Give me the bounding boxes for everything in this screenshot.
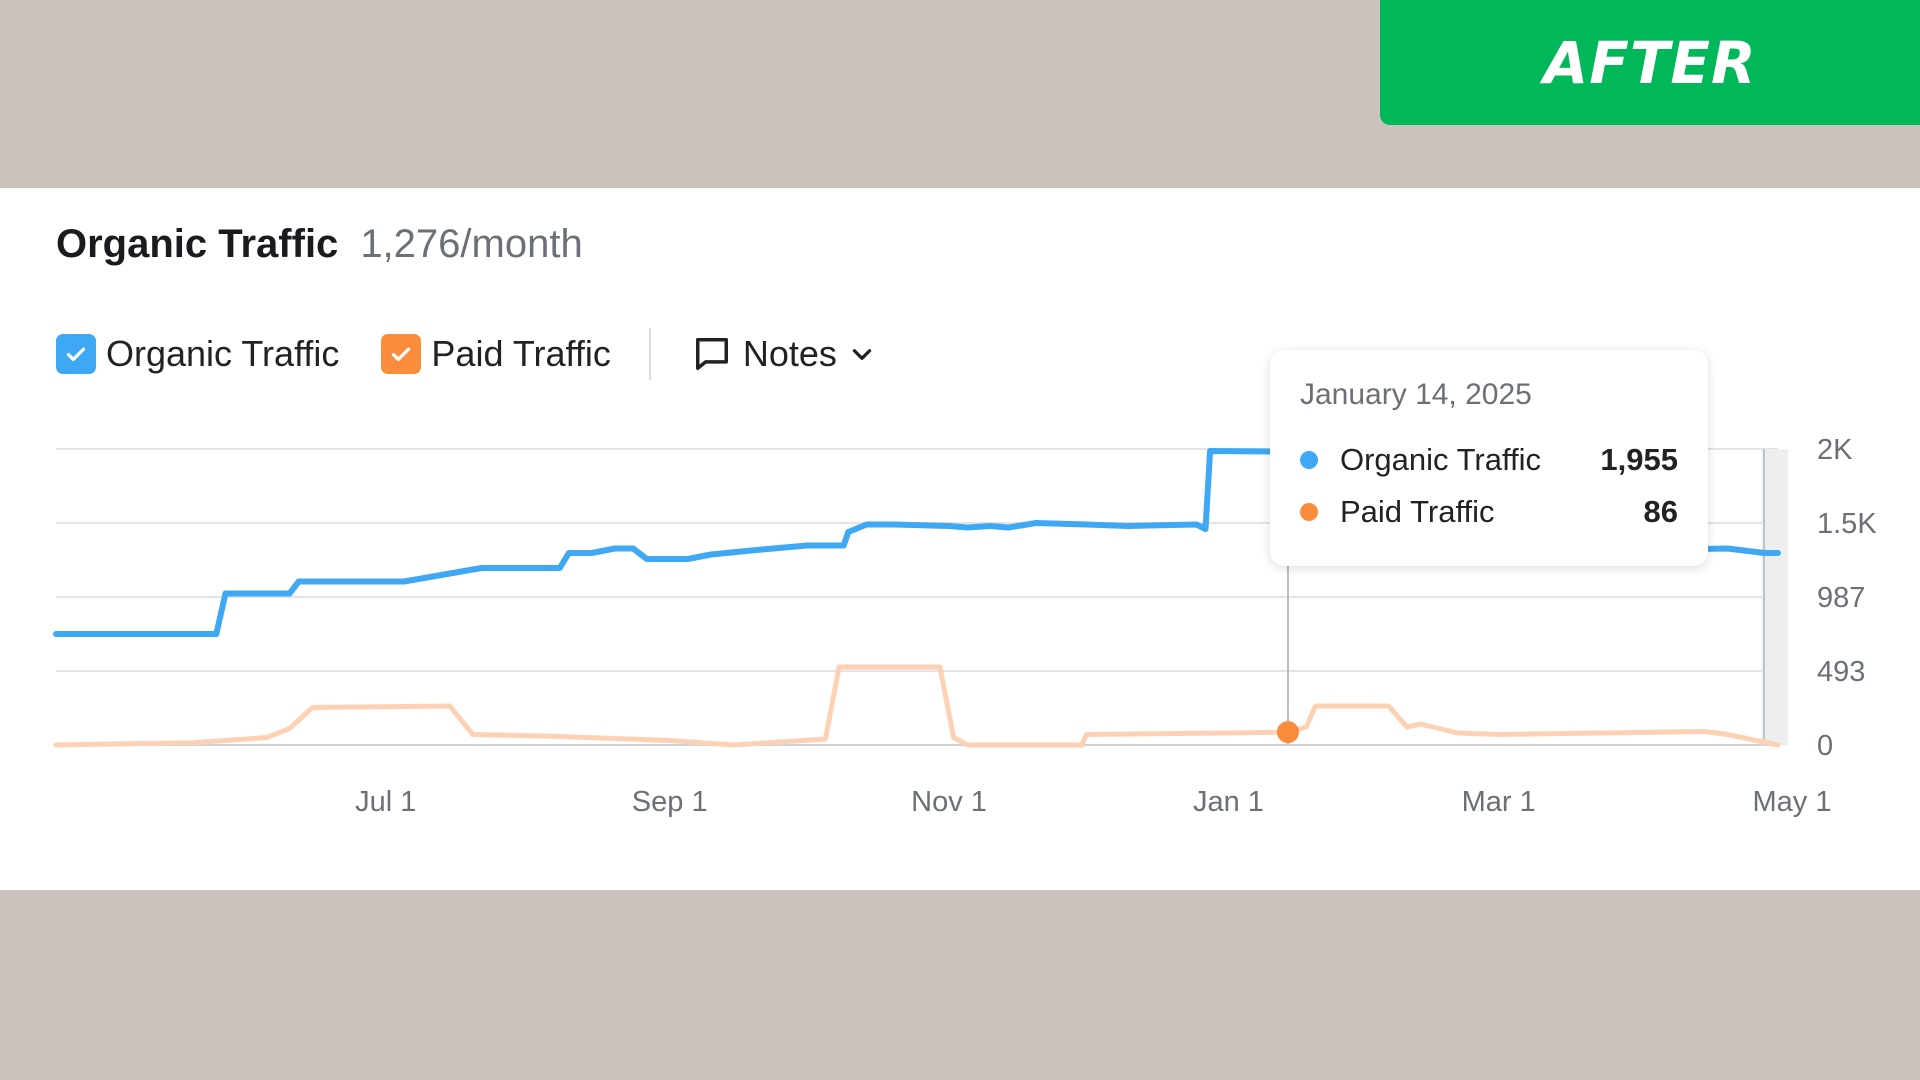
x-tick-label: May 1 <box>1753 786 1832 818</box>
organic-dot-icon <box>1300 451 1318 469</box>
y-tick-label: 1.5K <box>1817 508 1877 540</box>
legend-toggle-paid[interactable]: Paid Traffic <box>381 333 611 375</box>
tooltip-organic-label: Organic Traffic <box>1340 442 1542 477</box>
notes-label: Notes <box>742 333 837 374</box>
organic-legend-label: Organic Traffic <box>106 333 340 374</box>
panel-header: Organic Traffic 1,276/month <box>56 222 583 267</box>
monthly-traffic-value: 1,276/month <box>360 222 583 266</box>
tooltip-date: January 14, 2025 <box>1300 378 1532 411</box>
chart-tooltip: January 14, 2025 Organic Traffic 1,955 P… <box>1270 350 1708 566</box>
speech-bubble-icon <box>695 338 728 370</box>
x-tick-label: Jan 1 <box>1193 786 1264 818</box>
x-tick-label: Nov 1 <box>911 786 987 818</box>
y-tick-label: 987 <box>1817 582 1865 614</box>
panel-title: Organic Traffic <box>56 222 339 266</box>
y-tick-label: 2K <box>1817 434 1853 466</box>
notes-dropdown[interactable]: Notes <box>693 333 875 375</box>
paid-legend-label: Paid Traffic <box>431 333 611 374</box>
tooltip-row-organic: Organic Traffic 1,955 <box>1300 434 1678 486</box>
check-icon <box>392 347 411 362</box>
paid-checkbox[interactable] <box>381 334 422 374</box>
x-tick-label: Sep 1 <box>632 786 708 818</box>
x-tick-label: Mar 1 <box>1462 786 1536 818</box>
tooltip-row-paid: Paid Traffic 86 <box>1300 486 1678 538</box>
paid-traffic-line <box>53 664 1781 748</box>
legend: Organic Traffic Paid Traffic Notes <box>56 328 875 380</box>
x-tick-label: Jul 1 <box>355 786 416 818</box>
legend-toggle-organic[interactable]: Organic Traffic <box>56 333 339 375</box>
organic-traffic-panel: Organic Traffic 1,276/month Organic Traf… <box>0 188 1920 890</box>
chart-range-edge <box>1762 449 1788 745</box>
after-badge: AFTER <box>1380 0 1920 125</box>
y-tick-label: 493 <box>1817 656 1865 688</box>
organic-checkbox[interactable] <box>56 334 96 374</box>
badge-label: AFTER <box>1543 28 1757 97</box>
tooltip-paid-value: 86 <box>1643 494 1678 529</box>
check-icon <box>66 347 86 362</box>
chevron-down-icon <box>852 349 872 360</box>
paid-hover-point <box>1276 721 1299 744</box>
y-tick-label: 0 <box>1817 730 1833 762</box>
tooltip-organic-value: 1,955 <box>1600 442 1678 477</box>
legend-divider <box>648 328 651 380</box>
tooltip-paid-label: Paid Traffic <box>1340 494 1495 529</box>
paid-dot-icon <box>1300 503 1318 521</box>
